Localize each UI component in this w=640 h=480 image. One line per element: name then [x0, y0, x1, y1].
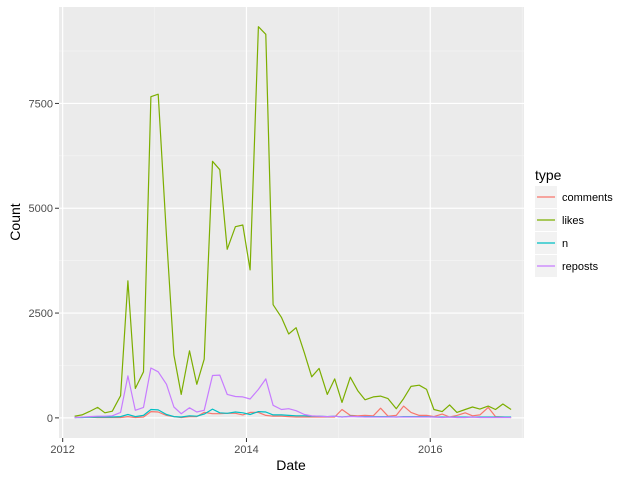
x-axis-title: Date [276, 457, 306, 473]
legend-label-comments: comments [562, 192, 613, 204]
x-tick-label: 2016 [418, 444, 442, 456]
series-line-reposts [74, 367, 512, 419]
legend-label-likes: likes [562, 215, 585, 227]
legend: type comments likes n reposts [535, 167, 613, 277]
y-axis-title: Count [7, 203, 23, 240]
y-tick-label: 5000 [29, 203, 53, 215]
y-tick-label: 0 [47, 413, 53, 425]
panel-background [59, 7, 524, 438]
x-tick-label: 2014 [234, 444, 258, 456]
series-line-likes [74, 26, 512, 417]
minor-gridlines [59, 7, 524, 438]
axis-ticks [55, 102, 431, 442]
x-tick-label: 2012 [50, 444, 74, 456]
series-line-comments [74, 405, 512, 419]
legend-title: type [535, 167, 562, 183]
y-tick-label: 7500 [29, 98, 53, 110]
legend-label-n: n [562, 238, 568, 250]
tick-labels: 2012 2014 2016 0 2500 5000 7500 [29, 98, 443, 456]
series-lines [74, 26, 512, 419]
legend-label-reposts: reposts [562, 261, 599, 273]
y-tick-label: 2500 [29, 308, 53, 320]
